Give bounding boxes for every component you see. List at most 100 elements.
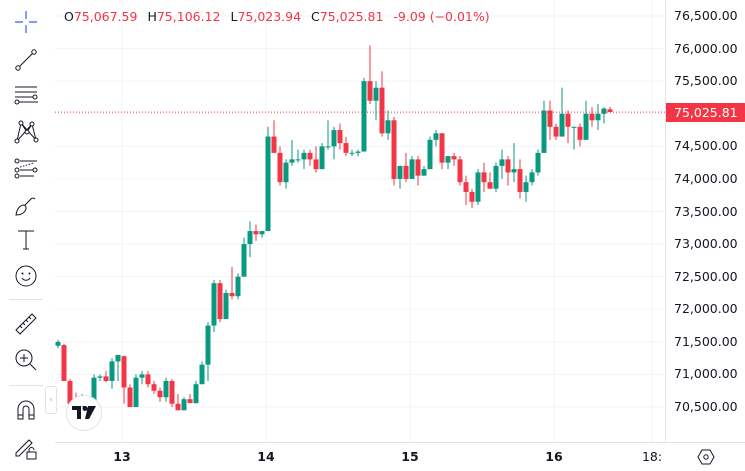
ruler-tool[interactable] <box>8 309 44 339</box>
text-tool[interactable] <box>8 225 44 255</box>
candle <box>163 377 169 402</box>
candle <box>325 120 331 150</box>
candle <box>391 117 397 186</box>
time-tick: 15 <box>401 449 419 464</box>
zoom-in-tool[interactable] <box>8 345 44 375</box>
price-tick: 75,500.00 <box>674 73 738 89</box>
candle <box>487 172 493 189</box>
candle <box>463 175 469 205</box>
magnet-tool[interactable] <box>8 395 44 425</box>
candle <box>517 159 523 199</box>
candlestick-chart[interactable] <box>55 0 665 442</box>
tradingview-logo[interactable] <box>66 395 102 431</box>
price-tick: 71,000.00 <box>674 366 738 382</box>
candle <box>499 149 505 179</box>
candle <box>571 126 577 150</box>
price-tick: 73,000.00 <box>674 236 738 252</box>
open-value: 75,067.59 <box>73 9 138 24</box>
candle <box>397 165 403 189</box>
candle <box>583 100 589 140</box>
price-axis[interactable]: 76,500.00 76,000.00 75,500.00 74,500.00 74,0… <box>665 0 745 442</box>
collapse-toolbar-button[interactable]: ‹ <box>45 386 57 414</box>
candle <box>199 361 205 385</box>
fib-tool[interactable] <box>8 155 44 185</box>
candle <box>343 136 349 157</box>
ohlc-legend: O75,067.59 H75,106.12 L75,023.94 C75,025… <box>64 9 496 24</box>
candle <box>565 110 571 144</box>
tv-logo-icon <box>72 406 96 419</box>
candle <box>241 237 247 277</box>
price-tick: 74,000.00 <box>674 170 738 186</box>
horizontal-lines-tool[interactable] <box>8 81 44 111</box>
candle <box>523 175 529 202</box>
candle <box>337 123 343 150</box>
drawing-toolbar <box>0 0 52 470</box>
candle <box>547 100 553 140</box>
crosshair-tool[interactable] <box>8 7 44 37</box>
candle <box>481 162 487 192</box>
candle <box>109 358 115 389</box>
price-tick: 76,500.00 <box>674 8 738 23</box>
trend-line-icon <box>15 49 37 71</box>
magnet-icon <box>17 400 35 420</box>
candle <box>307 149 313 166</box>
candle <box>421 165 427 176</box>
candle <box>577 123 583 147</box>
candle <box>211 279 217 333</box>
price-tick: 72,000.00 <box>674 301 738 317</box>
candle <box>277 146 283 186</box>
time-tick: 14 <box>257 449 275 464</box>
candle <box>385 110 391 140</box>
candle <box>151 380 157 394</box>
low-label: L <box>230 9 238 24</box>
candle <box>175 393 181 411</box>
brush-icon <box>15 197 36 216</box>
candle <box>433 130 439 147</box>
candle <box>259 231 265 238</box>
candle <box>265 126 271 232</box>
candle <box>55 339 61 349</box>
chart-settings-icon[interactable] <box>697 448 715 466</box>
candle <box>193 380 199 404</box>
candle <box>373 81 379 121</box>
candle <box>127 384 133 408</box>
lock-drawings-tool[interactable] <box>8 432 44 462</box>
emoji-icon <box>15 265 37 287</box>
price-tick: 72,500.00 <box>674 268 738 284</box>
candle <box>457 156 463 186</box>
time-axis[interactable]: 13 14 15 16 18: <box>55 442 745 471</box>
candle <box>181 397 187 411</box>
high-label: H <box>147 9 157 24</box>
price-tick: 73,500.00 <box>674 203 738 219</box>
ruler-icon <box>15 313 37 335</box>
pattern-tool[interactable] <box>8 117 44 147</box>
price-tick: 74,500.00 <box>674 138 738 154</box>
candle <box>355 149 361 157</box>
candle <box>331 126 337 160</box>
candle <box>253 224 259 241</box>
candle <box>235 273 241 300</box>
brush-tool[interactable] <box>8 191 44 221</box>
candle <box>319 143 325 170</box>
candle <box>415 156 421 186</box>
candle <box>121 356 127 404</box>
candle <box>301 149 307 170</box>
candle <box>589 107 595 127</box>
toolbar-divider <box>9 299 43 300</box>
emoji-tool[interactable] <box>8 261 44 291</box>
low-value: 75,023.94 <box>237 9 302 24</box>
candle <box>511 143 517 183</box>
candle <box>205 322 211 381</box>
candle <box>493 162 499 192</box>
candle <box>361 77 367 152</box>
candle <box>349 149 355 157</box>
price-tick: 71,500.00 <box>674 333 738 349</box>
candle <box>367 45 373 104</box>
price-tick: 76,000.00 <box>674 40 738 56</box>
candle <box>217 279 223 323</box>
candle <box>313 146 319 173</box>
trend-line-tool[interactable] <box>8 45 44 75</box>
candle <box>145 371 151 388</box>
chart-pane[interactable] <box>55 0 665 442</box>
candle <box>439 133 445 170</box>
